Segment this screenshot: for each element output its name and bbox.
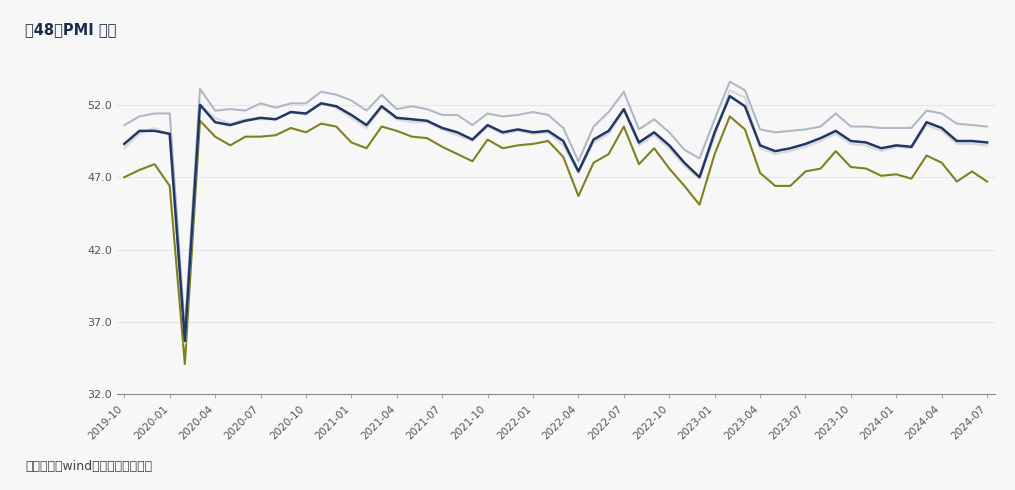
Text: 数据来源：wind，东吴证券研究所: 数据来源：wind，东吴证券研究所 bbox=[25, 460, 152, 473]
Text: 图48：PMI 走势: 图48：PMI 走势 bbox=[25, 22, 117, 37]
